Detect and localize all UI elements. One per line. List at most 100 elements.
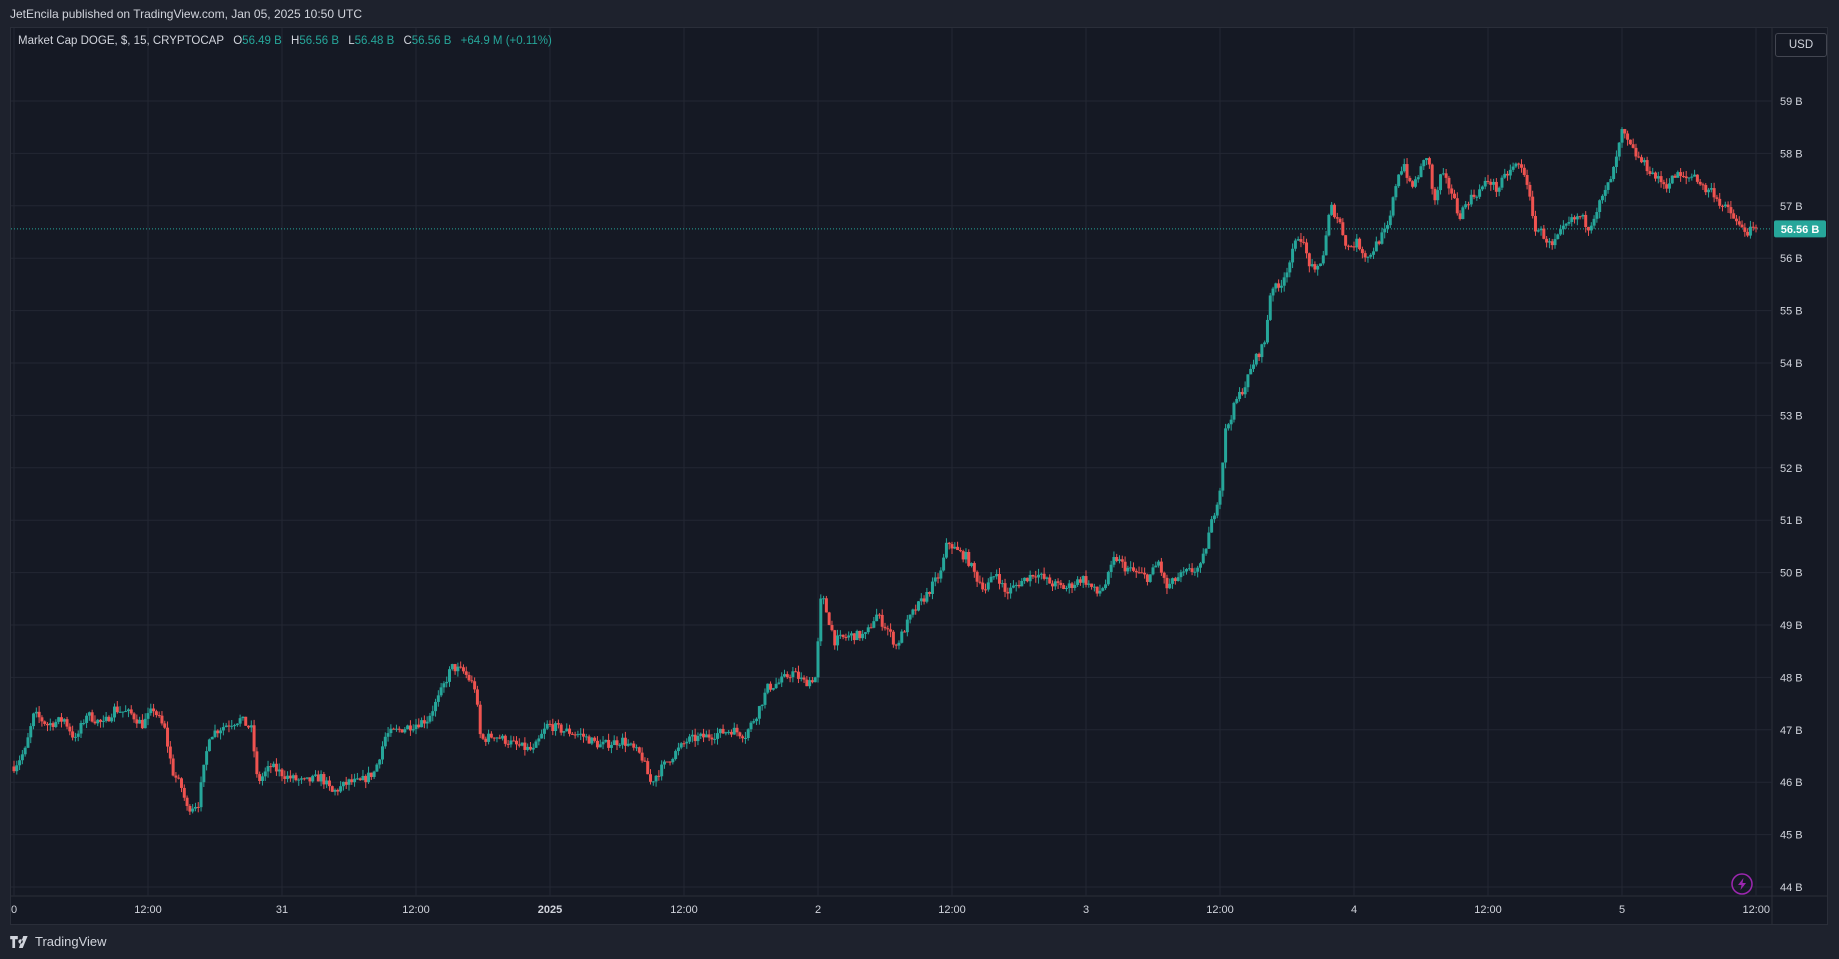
- candle-body: [210, 736, 214, 740]
- candle-body: [417, 724, 421, 728]
- candle-body: [1656, 176, 1660, 179]
- tradingview-brand[interactable]: TradingView: [10, 934, 107, 949]
- candle-body: [654, 775, 658, 782]
- candle-body: [517, 744, 521, 746]
- candle-body: [305, 777, 309, 779]
- candle-body: [138, 719, 142, 724]
- candle-body: [76, 733, 80, 737]
- candle-body: [1154, 565, 1158, 568]
- candle-body: [1129, 567, 1133, 569]
- candle-body: [1386, 225, 1389, 229]
- candle-body: [495, 737, 499, 739]
- y-tick-label: 57 B: [1780, 201, 1803, 213]
- candle-body: [57, 717, 61, 722]
- candle-body: [796, 671, 800, 679]
- candle-body: [146, 713, 150, 719]
- candle-body: [997, 573, 1001, 584]
- candle-body: [649, 774, 652, 782]
- candle-body: [833, 630, 837, 646]
- candle-body: [478, 704, 482, 735]
- candle-body: [1187, 568, 1191, 570]
- candle-body: [68, 726, 72, 732]
- candle-body: [1679, 172, 1683, 176]
- lightning-icon[interactable]: [1731, 873, 1753, 895]
- chart-grid: [11, 28, 1827, 924]
- candle-body: [325, 780, 329, 785]
- candle-body: [428, 715, 432, 722]
- footer: [0, 926, 1839, 959]
- candle-body: [1592, 218, 1596, 226]
- candle-body: [1564, 223, 1568, 226]
- candle-body: [1645, 160, 1649, 172]
- candle-body: [1282, 277, 1286, 286]
- candle-body: [375, 764, 379, 772]
- candle-body: [1151, 567, 1155, 575]
- candle-body: [922, 598, 926, 602]
- candle-body: [1511, 166, 1515, 170]
- candle-body: [1631, 144, 1635, 148]
- candle-body: [651, 781, 655, 783]
- candle-body: [810, 680, 814, 683]
- candle-body: [1360, 249, 1364, 254]
- symbol-name[interactable]: Market Cap DOGE, $, 15, CRYPTOCAP: [18, 35, 225, 47]
- candle-body: [732, 727, 736, 735]
- candle-body: [277, 769, 281, 772]
- candle-body: [1006, 591, 1010, 594]
- x-tick-label: 12:00: [134, 904, 162, 916]
- candle-body: [1489, 181, 1493, 185]
- candle-body: [707, 734, 711, 738]
- candle-body: [29, 726, 33, 738]
- candle-body: [615, 740, 619, 746]
- candle-body: [1478, 189, 1482, 197]
- candle-body: [73, 736, 77, 738]
- candle-body: [280, 769, 284, 777]
- candle-body: [928, 592, 932, 594]
- candle-body: [1344, 235, 1348, 246]
- currency-button[interactable]: USD: [1775, 33, 1827, 57]
- candle-body: [1265, 319, 1269, 343]
- candle-body: [939, 570, 943, 579]
- candle-body: [1067, 583, 1071, 589]
- candle-body: [1293, 240, 1297, 249]
- candle-body: [297, 779, 301, 781]
- candle-body: [199, 782, 203, 808]
- candle-body: [227, 725, 231, 727]
- candle-body: [1707, 189, 1711, 193]
- candle-body: [160, 715, 164, 724]
- candle-body: [674, 751, 678, 760]
- candle-body: [12, 766, 16, 772]
- candle-body: [230, 725, 234, 727]
- candle-body: [1628, 139, 1632, 145]
- candle-body: [676, 747, 680, 752]
- candle-body: [1528, 184, 1532, 197]
- candle-body: [626, 743, 630, 746]
- candle-body: [1254, 353, 1258, 365]
- candle-body: [336, 789, 340, 792]
- candle-body: [1355, 238, 1359, 248]
- candle-body: [166, 727, 170, 747]
- candle-body: [1556, 234, 1560, 240]
- candle-body: [1411, 181, 1415, 187]
- y-tick-label: 58 B: [1780, 148, 1803, 160]
- candle-body: [900, 631, 904, 643]
- candle-body: [369, 772, 373, 777]
- candle-body: [917, 601, 920, 611]
- candle-body: [1104, 584, 1108, 589]
- candle-body: [266, 766, 270, 772]
- candle-body: [1399, 171, 1403, 175]
- candle-body: [604, 739, 608, 742]
- candle-body: [981, 582, 985, 590]
- y-tick-label: 45 B: [1780, 830, 1803, 842]
- candle-body: [1338, 218, 1342, 223]
- candle-body: [1123, 561, 1127, 572]
- candle-body: [1148, 574, 1152, 582]
- candle-body: [1486, 180, 1490, 182]
- candle-body: [15, 765, 19, 772]
- candle-body: [341, 781, 345, 787]
- candle-body: [26, 737, 30, 748]
- candle-body: [118, 711, 122, 713]
- candle-body: [1598, 200, 1602, 213]
- candle-body: [294, 775, 298, 781]
- candle-body: [1257, 353, 1261, 358]
